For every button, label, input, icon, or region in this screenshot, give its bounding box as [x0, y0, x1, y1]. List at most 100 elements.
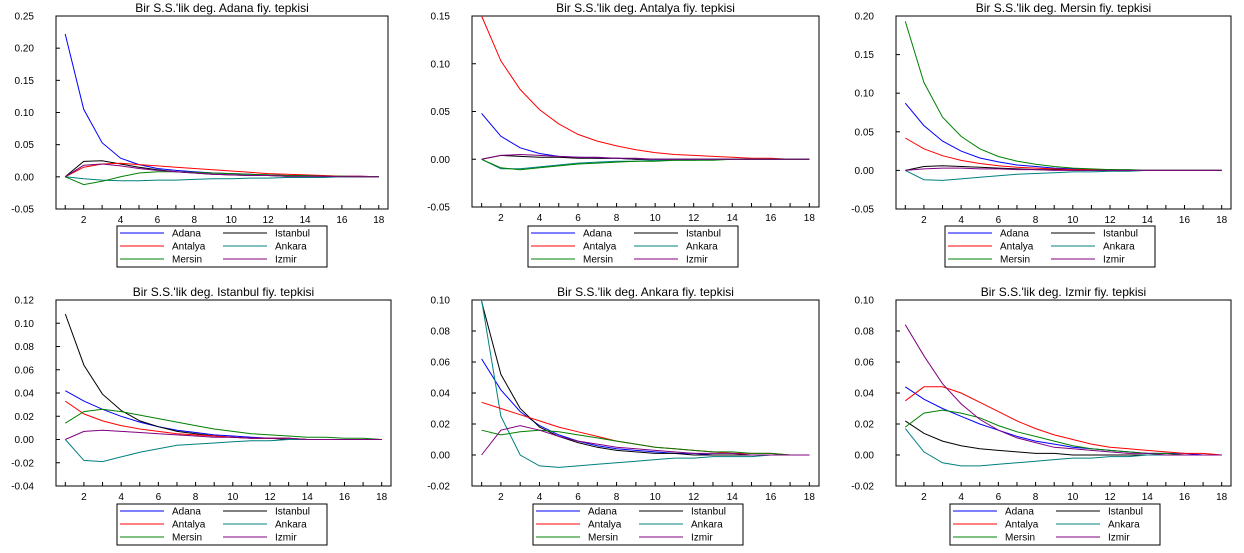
legend: Adana Istanbul Antalya Ankara Mersin Izmir: [532, 503, 744, 546]
legend-label: Antalya: [1000, 242, 1034, 253]
y-tick-label: 0.04: [431, 389, 451, 400]
chart-panel-2: Bir S.S.'lik deg. Antalya fiy. tepkisi -0…: [427, 1, 820, 268]
legend-label: Istanbul: [275, 229, 310, 240]
y-tick-label: 0.00: [431, 451, 451, 462]
legend-label: Ankara: [1108, 520, 1140, 531]
y-tick-label: 0.08: [15, 342, 35, 353]
x-tick-label: 2: [81, 492, 87, 503]
legend-label: Ankara: [1103, 242, 1135, 253]
series-line-izmir: [65, 429, 382, 440]
chart-title: Bir S.S.'lik deg. Antalya fiy. tepkisi: [556, 1, 735, 15]
y-tick-label: 0.10: [431, 59, 451, 70]
x-tick-label: 6: [996, 492, 1002, 503]
legend-label: Adana: [588, 507, 617, 518]
legend-label: Izmir: [691, 533, 713, 544]
chart-panel-5: Bir S.S.'lik deg. Ankara fiy. tepkisi -0.…: [427, 285, 820, 546]
legend-label: Adana: [1005, 507, 1034, 518]
y-tick-label: 0.10: [855, 296, 875, 307]
legend-label: Mersin: [588, 533, 618, 544]
x-tick-label: 8: [192, 215, 198, 226]
x-tick-label: 4: [118, 492, 124, 503]
y-tick-label: 0.05: [15, 140, 35, 151]
x-tick-label: 12: [688, 492, 700, 503]
series-line-antalya: [481, 15, 810, 160]
legend-label: Antalya: [1005, 520, 1039, 531]
legend: Adana Istanbul Antalya Ankara Mersin Izmir: [116, 225, 328, 268]
legend-label: Izmir: [1103, 255, 1125, 266]
y-tick-label: 0.08: [431, 327, 451, 338]
y-tick-label: 0.20: [15, 44, 35, 55]
y-tick-label: -0.02: [427, 482, 450, 493]
x-tick-label: 18: [373, 215, 385, 226]
x-tick-label: 14: [727, 213, 739, 224]
series-line-izmir: [904, 324, 1222, 456]
y-tick-label: -0.05: [427, 203, 450, 214]
y-tick-label: 0.06: [855, 358, 875, 369]
legend-label: Antalya: [172, 520, 206, 531]
y-tick-label: 0.04: [855, 389, 875, 400]
plot-area: [55, 299, 392, 487]
y-tick-label: 0.10: [15, 319, 35, 330]
y-tick-label: 0.06: [15, 365, 35, 376]
legend-label: Istanbul: [691, 507, 726, 518]
series-line-izmir: [481, 425, 810, 456]
x-tick-label: 10: [1067, 492, 1079, 503]
legend-label: Izmir: [1108, 533, 1130, 544]
chart-panel-6: Bir S.S.'lik deg. Izmir fiy. tepkisi -0.0…: [851, 285, 1232, 546]
y-tick-label: 0.02: [15, 412, 35, 423]
x-tick-label: 14: [299, 215, 311, 226]
legend-label: Mersin: [1005, 533, 1035, 544]
x-tick-label: 4: [958, 215, 964, 226]
plot-area: [471, 299, 820, 487]
x-tick-label: 2: [498, 213, 504, 224]
plot-area: [895, 15, 1232, 210]
legend-label: Istanbul: [686, 229, 721, 240]
y-tick-label: -0.05: [851, 205, 874, 216]
series-line-mersin: [65, 408, 382, 440]
legend-label: Izmir: [275, 533, 297, 544]
legend-label: Istanbul: [1103, 229, 1138, 240]
y-tick-label: 0.10: [431, 296, 451, 307]
chart-panel-3: Bir S.S.'lik deg. Mersin fiy. tepkisi -0.…: [851, 1, 1232, 268]
x-tick-label: 10: [650, 492, 662, 503]
legend-label: Adana: [172, 229, 201, 240]
x-tick-label: 16: [1179, 492, 1191, 503]
x-tick-label: 16: [336, 215, 348, 226]
series-line-ankara: [481, 299, 810, 468]
x-tick-label: 10: [226, 215, 238, 226]
x-tick-label: 4: [537, 492, 543, 503]
legend-label: Ankara: [691, 520, 723, 531]
x-tick-label: 4: [958, 492, 964, 503]
x-tick-label: 2: [921, 492, 927, 503]
legend: Adana Istanbul Antalya Ankara Mersin Izmir: [527, 225, 739, 268]
legend-label: Adana: [583, 229, 612, 240]
series-line-mersin: [481, 429, 810, 456]
x-tick-label: 6: [996, 215, 1002, 226]
legend: Adana Istanbul Antalya Ankara Mersin Izmir: [949, 503, 1161, 546]
y-tick-label: 0.00: [15, 435, 35, 446]
y-tick-label: 0.15: [855, 50, 875, 61]
y-tick-label: 0.02: [855, 420, 875, 431]
chart-title: Bir S.S.'lik deg. Izmir fiy. tepkisi: [981, 285, 1146, 299]
y-tick-label: 0.04: [15, 389, 35, 400]
x-tick-label: 18: [804, 213, 816, 224]
legend-label: Mersin: [1000, 255, 1030, 266]
y-tick-label: -0.02: [851, 482, 874, 493]
x-tick-label: 8: [1033, 215, 1039, 226]
x-tick-label: 12: [688, 213, 700, 224]
x-tick-label: 14: [1142, 215, 1154, 226]
legend-label: Ankara: [686, 242, 718, 253]
legend-label: Istanbul: [1108, 507, 1143, 518]
x-tick-label: 12: [263, 215, 275, 226]
x-tick-label: 18: [1216, 492, 1228, 503]
chart-title: Bir S.S.'lik deg. Adana fiy. tepkisi: [135, 1, 308, 15]
series-line-antalya: [904, 386, 1222, 456]
chart-title: Bir S.S.'lik deg. Mersin fiy. tepkisi: [976, 1, 1151, 15]
x-tick-label: 10: [1067, 215, 1079, 226]
chart-title: Bir S.S.'lik deg. Ankara fiy. tepkisi: [557, 285, 734, 299]
x-tick-label: 6: [575, 492, 581, 503]
x-tick-label: 12: [264, 492, 276, 503]
y-tick-label: 0.25: [15, 12, 35, 23]
x-tick-label: 18: [376, 492, 388, 503]
